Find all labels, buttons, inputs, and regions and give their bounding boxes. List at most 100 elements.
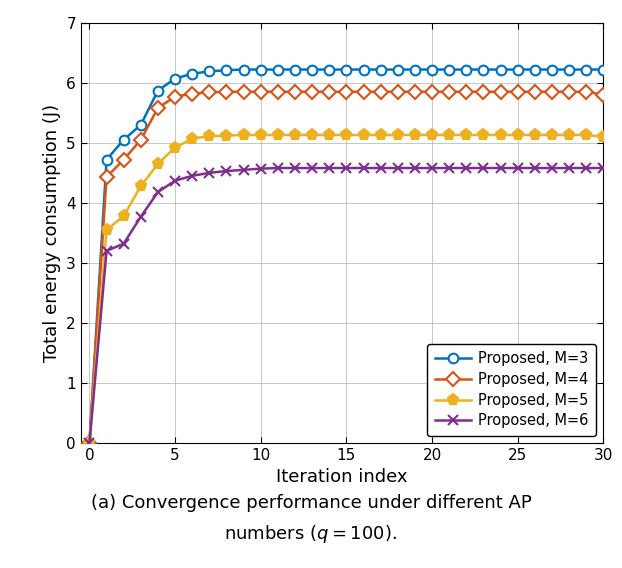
Proposed, M=4 [171,93,179,100]
Proposed, M=5 [445,132,453,139]
Proposed, M=3 [137,122,144,128]
Proposed, M=4 [223,89,230,95]
Proposed, M=3 [377,66,384,73]
Proposed, M=6 [497,165,504,172]
Proposed, M=4 [565,89,573,95]
Proposed, M=6 [377,165,384,172]
Proposed, M=3 [86,440,93,446]
Line: Proposed, M=4: Proposed, M=4 [85,87,608,448]
Proposed, M=4 [343,89,350,95]
Proposed, M=3 [223,67,230,74]
Proposed, M=6 [103,248,110,254]
Proposed, M=4 [188,90,196,97]
Proposed, M=3 [463,66,470,73]
Proposed, M=6 [531,165,539,172]
Proposed, M=5 [600,133,607,140]
Proposed, M=4 [548,89,555,95]
Proposed, M=5 [240,132,248,139]
Proposed, M=5 [86,440,93,446]
Proposed, M=6 [600,165,607,172]
Proposed, M=4 [600,91,607,98]
Proposed, M=3 [103,156,110,163]
Proposed, M=5 [480,132,487,139]
Proposed, M=3 [429,66,436,73]
Proposed, M=4 [154,105,162,111]
Proposed, M=4 [514,89,521,95]
Proposed, M=3 [343,66,350,73]
Proposed, M=6 [582,165,590,172]
Proposed, M=5 [291,132,299,139]
Proposed, M=4 [291,89,299,95]
Proposed, M=4 [240,89,248,95]
Proposed, M=5 [514,132,521,139]
Proposed, M=6 [120,240,128,247]
Proposed, M=6 [137,213,144,220]
Proposed, M=6 [548,165,555,172]
Proposed, M=5 [171,144,179,151]
Proposed, M=3 [480,66,487,73]
Proposed, M=6 [411,165,419,172]
Proposed, M=6 [86,440,93,446]
Proposed, M=5 [188,135,196,142]
Proposed, M=3 [171,75,179,82]
Proposed, M=6 [240,166,248,173]
Proposed, M=5 [548,132,555,139]
Proposed, M=3 [360,66,367,73]
Proposed, M=3 [565,66,573,73]
Proposed, M=5 [309,132,316,139]
Legend: Proposed, M=3, Proposed, M=4, Proposed, M=5, Proposed, M=6: Proposed, M=3, Proposed, M=4, Proposed, … [427,344,596,436]
Proposed, M=5 [360,132,367,139]
Proposed, M=4 [463,89,470,95]
Proposed, M=3 [497,66,504,73]
Proposed, M=5 [257,132,264,139]
Proposed, M=5 [274,132,282,139]
Proposed, M=6 [463,165,470,172]
Proposed, M=4 [257,89,264,95]
Proposed, M=4 [445,89,453,95]
Proposed, M=5 [582,132,590,139]
Proposed, M=4 [137,136,144,143]
Proposed, M=6 [309,165,316,172]
Proposed, M=4 [309,89,316,95]
Proposed, M=3 [582,66,590,73]
Text: numbers ($q = 100$).: numbers ($q = 100$). [225,523,397,545]
Proposed, M=5 [325,132,333,139]
Proposed, M=3 [291,66,299,73]
Line: Proposed, M=3: Proposed, M=3 [85,65,608,448]
Proposed, M=5 [394,132,402,139]
Proposed, M=4 [497,89,504,95]
Proposed, M=4 [103,174,110,181]
Proposed, M=4 [274,89,282,95]
Proposed, M=3 [188,70,196,77]
Text: (a) Convergence performance under different AP: (a) Convergence performance under differ… [91,494,531,512]
Proposed, M=3 [309,66,316,73]
Proposed, M=3 [411,66,419,73]
Proposed, M=4 [86,440,93,446]
Proposed, M=6 [360,165,367,172]
Proposed, M=5 [343,132,350,139]
Proposed, M=4 [394,89,402,95]
Proposed, M=6 [514,165,521,172]
Proposed, M=3 [206,68,213,75]
Proposed, M=6 [154,189,162,195]
Proposed, M=5 [565,132,573,139]
Proposed, M=6 [206,169,213,176]
Proposed, M=6 [291,165,299,172]
Proposed, M=3 [548,66,555,73]
Proposed, M=5 [120,212,128,219]
X-axis label: Iteration index: Iteration index [276,469,408,486]
Proposed, M=3 [445,66,453,73]
Proposed, M=6 [257,165,264,172]
Proposed, M=3 [257,66,264,73]
Proposed, M=5 [463,132,470,139]
Proposed, M=4 [120,156,128,163]
Proposed, M=5 [411,132,419,139]
Proposed, M=5 [223,132,230,139]
Proposed, M=4 [360,89,367,95]
Proposed, M=4 [531,89,539,95]
Proposed, M=3 [240,66,248,73]
Proposed, M=4 [429,89,436,95]
Proposed, M=4 [325,89,333,95]
Proposed, M=5 [206,133,213,140]
Proposed, M=5 [429,132,436,139]
